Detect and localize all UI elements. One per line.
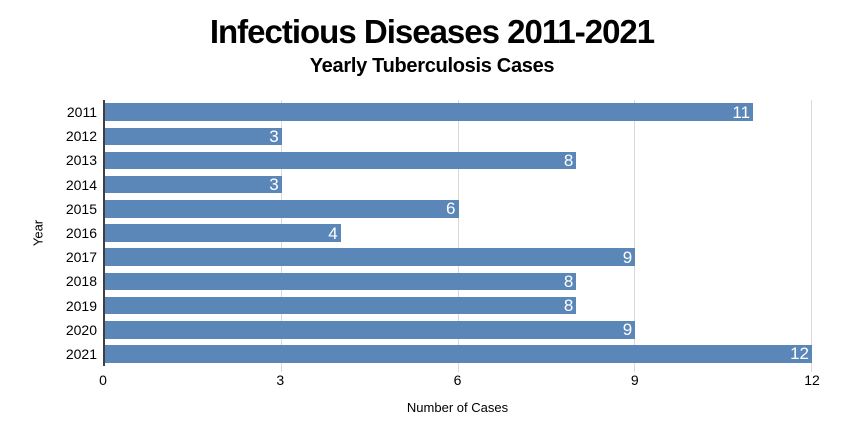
bar-row-2020: 9 xyxy=(105,318,812,342)
x-tick-label-6: 6 xyxy=(453,372,462,388)
y-tick-label-2014: 2014 xyxy=(65,176,97,193)
bar-row-2016: 4 xyxy=(105,221,812,245)
bar-value-label-2021: 12 xyxy=(790,344,809,364)
bar-row-2018: 8 xyxy=(105,269,812,293)
bar-row-2017: 9 xyxy=(105,245,812,269)
bar-2015: 6 xyxy=(105,200,459,218)
x-tick-label-3: 3 xyxy=(276,372,285,388)
bar-value-label-2012: 3 xyxy=(269,126,279,146)
bar-value-label-2011: 11 xyxy=(732,102,751,122)
plot-area: 11 3 8 3 6 4 9 8 8 9 12 xyxy=(103,100,812,372)
y-tick-label-2012: 2012 xyxy=(65,128,97,145)
y-tick-label-2015: 2015 xyxy=(65,200,97,217)
y-tick-label-2013: 2013 xyxy=(65,152,97,169)
gridline-12 xyxy=(811,100,812,372)
bar-value-label-2018: 8 xyxy=(563,271,574,291)
bar-value-label-2013: 8 xyxy=(563,150,574,170)
bar-2017: 9 xyxy=(105,247,636,267)
x-axis-title: Number of Cases xyxy=(406,400,509,415)
bar-2021: 12 xyxy=(105,345,812,363)
bar-value-label-2015: 6 xyxy=(446,199,456,219)
y-axis-tick-labels: 2011 2012 2013 2014 2015 2016 2017 2018 2019 2020… xyxy=(0,100,97,366)
bar-2016: 4 xyxy=(105,224,341,242)
chart-subtitle: Yearly Tuberculosis Cases xyxy=(309,55,555,77)
bar-2013: 8 xyxy=(105,150,577,170)
bar-row-2014: 3 xyxy=(105,173,812,197)
bar-value-label-2020: 9 xyxy=(622,320,633,340)
bar-2020: 9 xyxy=(105,320,636,340)
y-tick-label-2018: 2018 xyxy=(65,273,97,290)
bar-row-2013: 8 xyxy=(105,148,812,172)
bar-2019: 8 xyxy=(105,296,577,316)
bar-row-2011: 11 xyxy=(105,100,812,124)
y-tick-label-2016: 2016 xyxy=(65,225,97,242)
bar-row-2021: 12 xyxy=(105,342,812,366)
bar-row-2019: 8 xyxy=(105,294,812,318)
gridline-6 xyxy=(457,100,459,372)
x-tick-label-9: 9 xyxy=(630,372,639,388)
bar-value-label-2017: 9 xyxy=(622,247,633,267)
x-tick-label-12: 12 xyxy=(804,372,820,388)
bar-value-label-2016: 4 xyxy=(328,223,338,243)
y-tick-label-2017: 2017 xyxy=(65,249,97,266)
bar-row-2015: 6 xyxy=(105,197,812,221)
gridline-9 xyxy=(634,100,636,372)
y-tick-label-2011: 2011 xyxy=(66,104,97,121)
bar-2011: 11 xyxy=(105,102,754,122)
y-tick-label-2021: 2021 xyxy=(65,345,97,362)
bar-value-label-2019: 8 xyxy=(563,296,574,316)
y-tick-label-2020: 2020 xyxy=(65,321,97,338)
bar-row-2012: 3 xyxy=(105,124,812,148)
bar-2018: 8 xyxy=(105,271,577,291)
bar-2014: 3 xyxy=(105,175,282,195)
bar-value-label-2014: 3 xyxy=(269,175,279,195)
y-tick-label-2019: 2019 xyxy=(65,297,97,314)
chart-title: Infectious Diseases 2011-2021 xyxy=(209,13,655,50)
bar-2012: 3 xyxy=(105,126,282,146)
x-tick-label-0: 0 xyxy=(99,372,107,388)
